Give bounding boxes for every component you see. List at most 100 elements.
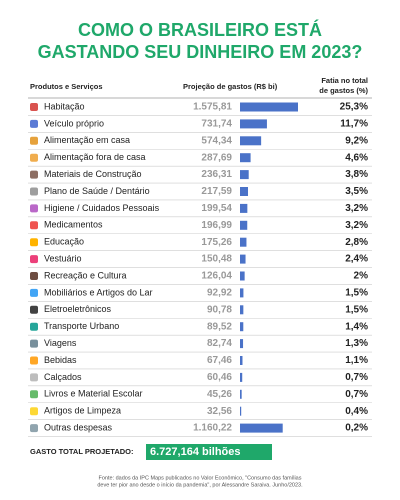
value-label: 287,69	[201, 152, 232, 163]
category-icon	[30, 390, 38, 399]
category-icon	[30, 170, 38, 179]
share-label: 3,5%	[345, 186, 368, 197]
bar	[240, 119, 267, 129]
share-label: 3,8%	[345, 169, 368, 180]
category-label: Vestuário	[44, 253, 82, 263]
source-line: Fonte: dados da IPC Maps publicados no V…	[98, 475, 301, 481]
category-label: Outras despesas	[44, 422, 113, 432]
category-label: Habitação	[44, 101, 85, 111]
category-label: Calçados	[44, 372, 82, 382]
value-label: 199,54	[201, 203, 232, 214]
share-label: 1,5%	[345, 304, 368, 315]
value-label: 574,34	[201, 135, 232, 146]
column-header: Fatia no total	[321, 76, 368, 85]
value-label: 731,74	[201, 119, 232, 130]
share-label: 0,7%	[345, 389, 368, 400]
category-icon	[30, 187, 38, 196]
value-label: 89,52	[207, 321, 232, 332]
bar	[240, 187, 249, 196]
bar	[240, 153, 251, 163]
share-label: 2%	[354, 271, 369, 282]
category-icon	[30, 322, 38, 331]
value-label: 60,46	[207, 372, 232, 383]
total-box	[146, 444, 272, 460]
share-label: 3,2%	[345, 203, 368, 214]
title-line: GASTANDO SEU DINHEIRO EM 2023?	[38, 42, 363, 62]
column-header: Projeção de gastos (R$ bi)	[183, 82, 278, 91]
value-label: 92,92	[207, 288, 232, 299]
category-label: Artigos de Limpeza	[44, 406, 121, 416]
total-value: 6.727,164 bilhões	[150, 446, 241, 458]
bar	[240, 237, 247, 247]
bar	[240, 220, 248, 230]
category-label: Alimentação fora de casa	[44, 152, 146, 162]
bar	[240, 389, 242, 399]
category-icon	[30, 136, 38, 145]
bar	[240, 271, 245, 281]
share-label: 2,8%	[345, 237, 368, 248]
bar	[240, 339, 244, 349]
category-icon	[30, 356, 38, 365]
value-label: 67,46	[207, 355, 232, 366]
share-label: 3,2%	[345, 220, 368, 231]
value-label: 1.160,22	[193, 423, 232, 434]
category-icon	[30, 221, 38, 230]
bar	[240, 305, 244, 315]
category-label: Bebidas	[44, 355, 77, 365]
category-label: Alimentação em casa	[44, 135, 130, 145]
category-icon	[30, 373, 38, 382]
share-label: 1,5%	[345, 288, 368, 299]
value-label: 126,04	[201, 271, 232, 282]
category-icon	[30, 238, 38, 247]
bar	[240, 102, 298, 112]
category-label: Recreação e Cultura	[44, 270, 127, 280]
bar	[240, 423, 283, 433]
category-icon	[30, 119, 38, 128]
share-label: 0,4%	[345, 406, 368, 417]
category-icon	[30, 424, 38, 433]
share-label: 0,2%	[345, 423, 368, 434]
value-label: 90,78	[207, 304, 232, 315]
bar	[240, 372, 243, 382]
value-label: 45,26	[207, 389, 232, 400]
bar	[240, 203, 248, 213]
value-label: 236,31	[201, 169, 232, 180]
share-label: 0,7%	[345, 372, 368, 383]
category-label: Medicamentos	[44, 220, 103, 230]
column-header: de gastos (%)	[319, 86, 368, 95]
value-label: 196,99	[201, 220, 232, 231]
category-icon	[30, 255, 38, 264]
category-label: Livros e Material Escolar	[44, 389, 143, 399]
bar	[240, 322, 244, 332]
category-label: Veículo próprio	[44, 118, 104, 128]
share-label: 1,4%	[345, 321, 368, 332]
share-label: 25,3%	[340, 102, 368, 113]
category-label: Eletroeletrônicos	[44, 304, 112, 314]
category-icon	[30, 272, 38, 280]
category-label: Higiene / Cuidados Pessoais	[44, 203, 160, 213]
share-label: 1,3%	[345, 338, 368, 349]
category-label: Transporte Urbano	[44, 321, 119, 331]
share-label: 1,1%	[345, 355, 368, 366]
source-line: deve ter pior ano desde o início da pand…	[97, 482, 303, 488]
bar	[240, 136, 262, 146]
title-line: COMO O BRASILEIRO ESTÁ	[78, 19, 322, 40]
bar	[240, 356, 243, 365]
value-label: 150,48	[201, 254, 232, 265]
share-label: 9,2%	[345, 135, 368, 146]
category-label: Viagens	[44, 338, 77, 348]
value-label: 217,59	[201, 186, 232, 197]
value-label: 175,26	[201, 237, 232, 248]
category-icon	[30, 407, 38, 416]
category-label: Materiais de Construção	[44, 169, 142, 179]
category-icon	[30, 153, 38, 162]
category-label: Plano de Saúde / Dentário	[44, 186, 150, 196]
category-label: Educação	[44, 237, 84, 247]
category-icon	[30, 103, 38, 111]
bar	[240, 406, 242, 416]
total-label: GASTO TOTAL PROJETADO:	[30, 447, 133, 456]
share-label: 11,7%	[340, 119, 368, 130]
share-label: 4,6%	[345, 152, 368, 163]
